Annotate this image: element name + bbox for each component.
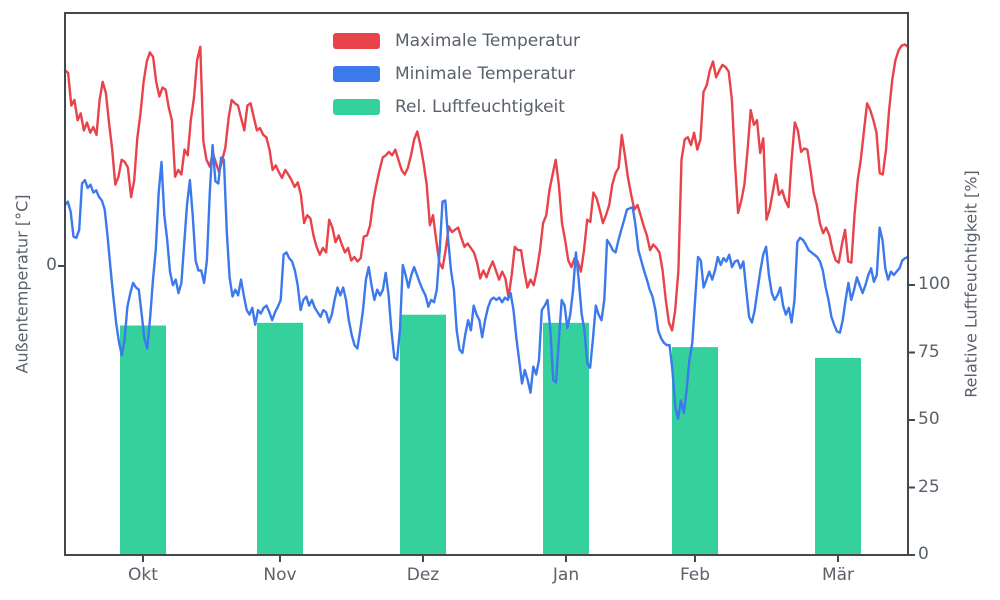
line-min-temp — [63, 143, 910, 420]
x-tick-label-dez: Dez — [406, 565, 440, 585]
left-axis-title: Außentemperatur [°C] — [12, 194, 32, 374]
legend-label: Minimale Temperatur — [395, 63, 576, 84]
left-tick-label-zero: 0 — [46, 255, 57, 275]
humidity-bar — [815, 357, 861, 555]
x-tick-label-mär: Mär — [821, 565, 855, 585]
right-tick-label: 25 — [918, 476, 940, 497]
humidity-bar — [400, 314, 446, 555]
right-tick-label: 75 — [918, 341, 940, 362]
legend-label: Maximale Temperatur — [395, 30, 581, 51]
legend-item-min-temp: Minimale Temperatur — [333, 64, 658, 84]
humidity-bar — [257, 322, 303, 555]
legend-item-humidity: Rel. Luftfeuchtigkeit — [333, 97, 658, 117]
right-tick-label: 100 — [918, 274, 951, 294]
legend-item-max-temp: Maximale Temperatur — [333, 31, 658, 51]
humidity-bar — [543, 322, 589, 555]
legend: Maximale Temperatur Minimale Temperatur … — [320, 24, 658, 124]
humidity-bar — [120, 325, 166, 555]
right-tick-label: 50 — [918, 409, 940, 429]
x-tick-label-jan: Jan — [552, 565, 580, 585]
max-temp-swatch-icon — [333, 32, 380, 49]
min-temp-swatch-icon — [333, 65, 380, 82]
humidity-swatch-icon — [333, 99, 380, 116]
right-tick-label: 0 — [918, 544, 929, 564]
legend-label: Rel. Luftfeuchtigkeit — [395, 97, 565, 118]
x-tick-label-okt: Okt — [128, 565, 158, 585]
line-max-temp — [63, 43, 910, 332]
x-tick-label-nov: Nov — [263, 565, 297, 585]
humidity-bar — [672, 347, 718, 555]
x-tick-label-feb: Feb — [679, 565, 711, 585]
